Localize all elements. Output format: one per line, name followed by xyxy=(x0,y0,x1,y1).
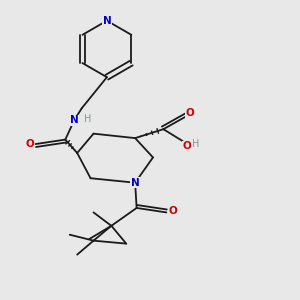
Text: O: O xyxy=(25,139,34,149)
Text: H: H xyxy=(84,114,91,124)
Text: O: O xyxy=(169,206,177,216)
Text: H: H xyxy=(192,139,200,149)
Text: N: N xyxy=(103,16,111,26)
Text: N: N xyxy=(70,115,79,125)
Text: N: N xyxy=(131,178,140,188)
Text: O: O xyxy=(183,141,191,152)
Text: O: O xyxy=(186,108,194,118)
